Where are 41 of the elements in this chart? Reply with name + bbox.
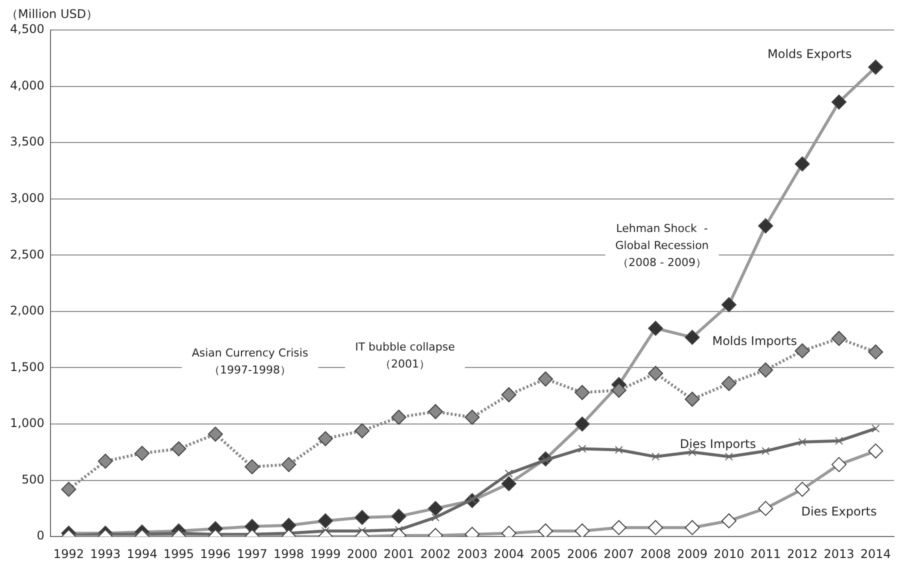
x-tick-label: 2000 [346, 546, 378, 561]
y-tick-label: 0 [36, 528, 44, 543]
y-tick-label: 500 [21, 472, 44, 486]
annotation: Asian Currency Crisis （1997-1998） [192, 346, 308, 376]
y-tick-label: 3,500 [10, 134, 44, 149]
annotation: Lehman Shock - Global Recession （2008 - 2009） [615, 222, 709, 269]
y-tick-label: 3,000 [10, 190, 44, 205]
x-tick-label: 2001 [384, 546, 414, 561]
series-label: Molds Exports [768, 47, 852, 62]
y-tick-label: 4,500 [10, 22, 44, 36]
x-tick-label: 1998 [274, 546, 304, 561]
x-tick-label: 2004 [494, 546, 524, 561]
y-tick-label: 1,000 [10, 416, 44, 430]
series-label: Molds Imports [712, 334, 798, 348]
y-tick-label: 2,000 [10, 304, 44, 318]
y-tick-label: 4,000 [10, 78, 44, 92]
annotation: IT bubble collapse （2001） [355, 340, 456, 370]
x-tick-label: 1994 [126, 546, 158, 561]
x-tick-label: 2012 [787, 546, 818, 561]
x-tick-label: 2007 [604, 546, 634, 561]
x-tick-label: 2010 [714, 546, 744, 561]
x-tick-label: 1995 [163, 546, 194, 561]
x-tick-label: 2006 [566, 546, 598, 561]
x-tick-label: 2013 [824, 546, 854, 561]
series-label: Dies Exports [801, 504, 877, 519]
x-tick-label: 2014 [860, 546, 891, 561]
x-tick-label: 1992 [53, 546, 84, 561]
x-tick-label: 1999 [310, 546, 341, 561]
y-tick-label: 1,500 [10, 360, 44, 374]
x-tick-label: 1993 [90, 546, 121, 561]
x-tick-label: 2009 [676, 546, 708, 561]
x-tick-label: 2011 [750, 546, 781, 561]
x-tick-label: 2003 [456, 546, 488, 561]
y-tick-label: 2,500 [10, 247, 44, 262]
series-label: Dies Imports [680, 436, 756, 451]
x-tick-label: 2005 [530, 546, 561, 561]
x-tick-label: 1996 [200, 546, 231, 561]
x-tick-label: 1997 [236, 546, 268, 561]
x-tick-label: 2008 [640, 546, 671, 561]
y-axis-title: （Million USD） [6, 6, 98, 23]
x-tick-label: 2002 [420, 546, 451, 561]
